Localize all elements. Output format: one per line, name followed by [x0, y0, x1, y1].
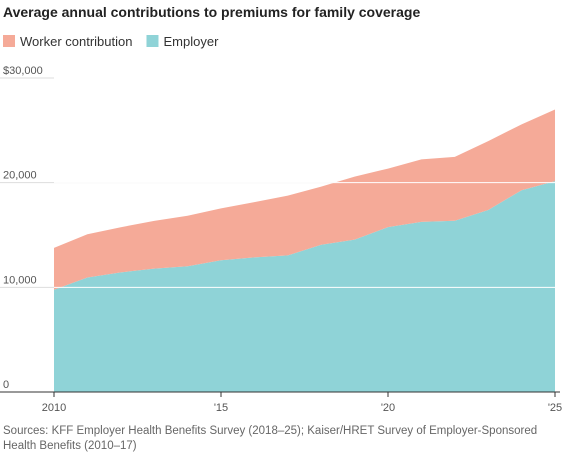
x-tick-label: 2010	[42, 402, 66, 414]
chart: Average annual contributions to premiums…	[0, 4, 562, 414]
y-tick-label: 20,000	[3, 170, 37, 182]
source-note: Sources: KFF Employer Health Benefits Su…	[3, 425, 538, 452]
y-tick-label: $30,000	[3, 65, 43, 77]
y-tick-label: 10,000	[3, 274, 37, 286]
x-tick-label: '25	[548, 402, 562, 414]
x-tick-label: '20	[381, 402, 395, 414]
legend-label: Worker contribution	[20, 34, 132, 49]
legend-swatch	[3, 35, 15, 47]
area	[54, 181, 555, 392]
legend-label: Employer	[163, 34, 219, 49]
chart-title: Average annual contributions to premiums…	[3, 4, 420, 20]
legend-swatch	[146, 35, 159, 47]
y-tick-label: 0	[3, 379, 9, 391]
area	[54, 109, 555, 290]
x-tick-label: '15	[214, 402, 228, 414]
